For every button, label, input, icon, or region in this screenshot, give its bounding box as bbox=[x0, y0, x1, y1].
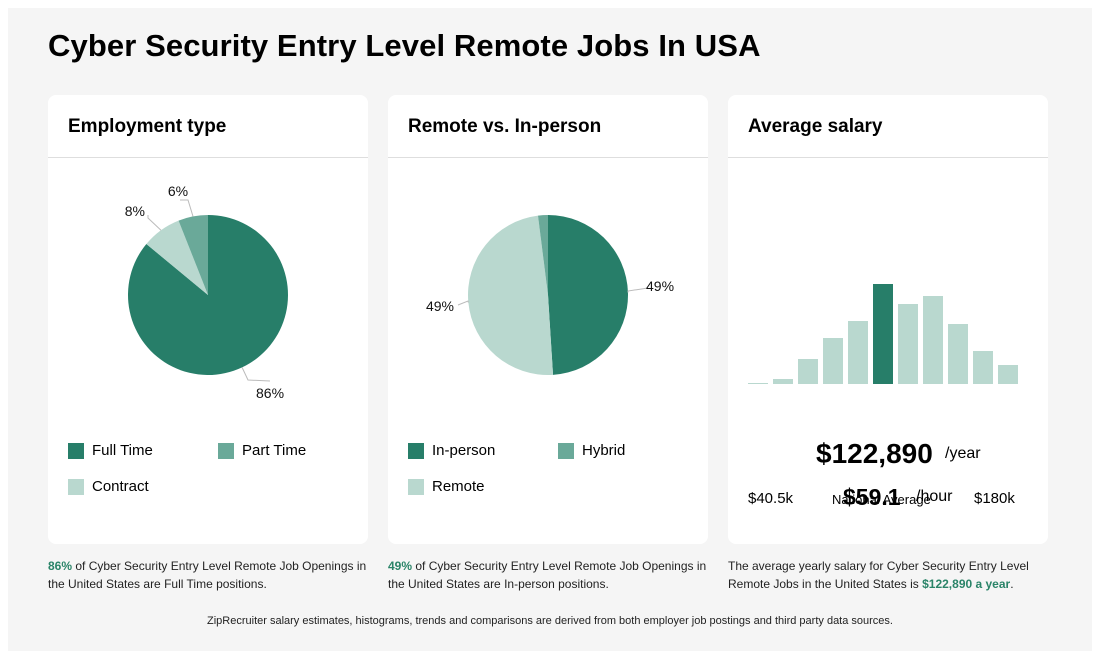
pie-slice-part-time bbox=[178, 215, 208, 295]
salary-caption: The average yearly salary for Cyber Secu… bbox=[728, 557, 1053, 593]
employment-type-title: Employment type bbox=[68, 116, 227, 137]
pie-slice-remote bbox=[468, 215, 554, 375]
histogram-bar bbox=[823, 338, 843, 384]
legend-in-person: In-person bbox=[408, 442, 495, 459]
pie-slice-contract bbox=[146, 220, 208, 295]
remote-caption-highlight: 49% bbox=[388, 559, 413, 573]
national-average-label: National Average bbox=[832, 492, 931, 507]
divider bbox=[728, 157, 1048, 158]
divider bbox=[48, 157, 368, 158]
histogram-bar bbox=[973, 351, 993, 384]
page-title: Cyber Security Entry Level Remote Jobs I… bbox=[48, 28, 761, 63]
average-salary-card: Average salary $40.5k National Average $… bbox=[728, 95, 1048, 544]
pie-leader-remote bbox=[457, 300, 469, 306]
histogram-bar bbox=[748, 383, 768, 384]
report-container: Cyber Security Entry Level Remote Jobs I… bbox=[8, 8, 1092, 651]
pie-label-full-time: 86% bbox=[256, 385, 284, 401]
pie-leader-full-time bbox=[241, 367, 271, 382]
pie-slice-in-person bbox=[548, 215, 628, 375]
pie-label-contract: 8% bbox=[125, 203, 145, 219]
pie-leader-part-time bbox=[180, 199, 194, 217]
legend-label-part-time: Part Time bbox=[242, 442, 307, 459]
legend-contract: Contract bbox=[68, 478, 149, 495]
histogram-bar bbox=[773, 379, 793, 384]
legend-swatch-remote bbox=[408, 478, 424, 495]
legend-label-remote: Remote bbox=[432, 478, 485, 495]
histogram-bar bbox=[898, 304, 918, 384]
histogram-bar bbox=[923, 296, 943, 384]
legend-full-time: Full Time bbox=[68, 442, 153, 459]
employment-caption-text: of Cyber Security Entry Level Remote Job… bbox=[48, 559, 367, 591]
histogram-bar-national-average bbox=[873, 284, 893, 384]
average-salary-title: Average salary bbox=[748, 116, 883, 137]
employment-caption: 86% of Cyber Security Entry Level Remote… bbox=[48, 557, 373, 593]
salary-histogram bbox=[748, 284, 1018, 384]
salary-caption-highlight: $122,890 a year bbox=[922, 577, 1011, 591]
legend-label-contract: Contract bbox=[92, 478, 149, 495]
legend-part-time: Part Time bbox=[218, 442, 306, 459]
legend-hybrid: Hybrid bbox=[558, 442, 625, 459]
legend-swatch-hybrid bbox=[558, 442, 574, 459]
employment-type-pie: 86% 8% 6% bbox=[125, 183, 288, 401]
legend-swatch-in-person bbox=[408, 442, 424, 459]
remote-caption: 49% of Cyber Security Entry Level Remote… bbox=[388, 557, 713, 593]
salary-max-label: $180k bbox=[974, 490, 1015, 507]
remote-vs-inperson-title: Remote vs. In-person bbox=[408, 116, 602, 137]
legend-remote: Remote bbox=[408, 478, 485, 495]
salary-caption-end: . bbox=[1010, 577, 1014, 591]
histogram-bar bbox=[848, 321, 868, 384]
legend-label-hybrid: Hybrid bbox=[582, 442, 626, 459]
employment-type-card: Employment type 86% 8% 6% Full Time Part T… bbox=[48, 95, 368, 544]
histogram-bar bbox=[948, 324, 968, 384]
pie-slice-hybrid bbox=[537, 215, 548, 295]
yearly-unit: /year bbox=[945, 445, 981, 462]
legend-swatch-part-time bbox=[218, 442, 234, 459]
remote-caption-text: of Cyber Security Entry Level Remote Job… bbox=[388, 559, 707, 591]
footer-disclaimer: ZipRecruiter salary estimates, histogram… bbox=[207, 615, 893, 627]
employment-caption-highlight: 86% bbox=[48, 559, 73, 573]
pie-leader-contract bbox=[147, 215, 162, 231]
histogram-bar bbox=[998, 365, 1018, 384]
pie-label-remote: 49% bbox=[426, 298, 454, 314]
legend-label-in-person: In-person bbox=[432, 442, 496, 459]
legend-swatch-full-time bbox=[68, 442, 84, 459]
salary-min-label: $40.5k bbox=[748, 490, 794, 507]
remote-vs-inperson-card: Remote vs. In-person 49% 49% In-person Hy… bbox=[388, 95, 708, 544]
pie-label-in-person: 49% bbox=[646, 278, 674, 294]
divider bbox=[388, 157, 708, 158]
histogram-bar bbox=[798, 359, 818, 384]
hourly-unit: /hour bbox=[916, 488, 953, 505]
pie-leader-in-person bbox=[627, 287, 649, 293]
salary-caption-text: The average yearly salary for Cyber Secu… bbox=[728, 559, 1029, 591]
legend-label-full-time: Full Time bbox=[92, 442, 153, 459]
yearly-salary: $122,890 bbox=[816, 438, 933, 469]
remote-vs-inperson-pie: 49% 49% bbox=[426, 215, 674, 375]
hourly-salary: $59.1 bbox=[843, 484, 901, 510]
legend-swatch-contract bbox=[68, 478, 84, 495]
pie-label-part-time: 6% bbox=[168, 183, 188, 199]
